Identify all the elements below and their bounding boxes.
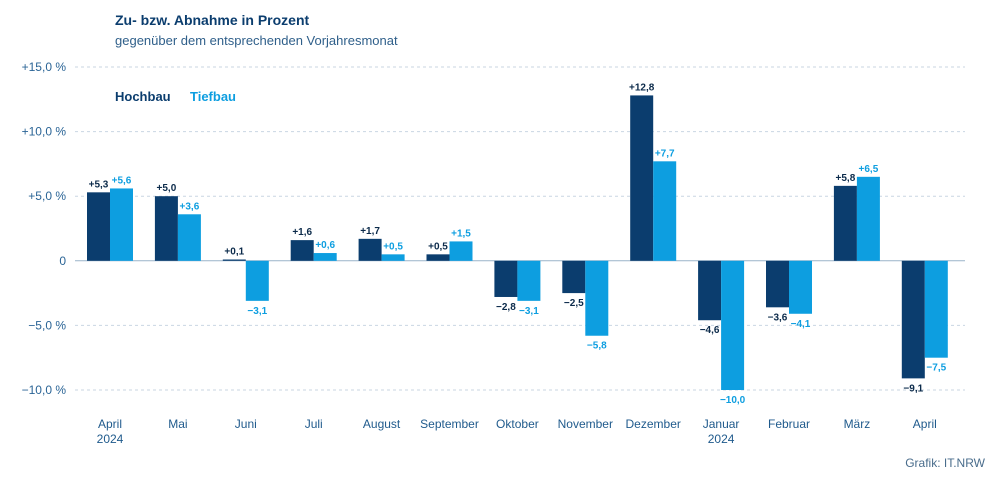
data-label-hochbau: +0,5 [428, 241, 448, 252]
x-category-label: April [98, 417, 122, 431]
data-label-tiefbau: +0,5 [383, 241, 403, 252]
bar-tiefbau [313, 253, 337, 261]
source-credit: Grafik: IT.NRW [905, 456, 985, 470]
x-category-label: 2024 [97, 432, 124, 446]
chart-title: Zu- bzw. Abnahme in Prozent [115, 12, 310, 28]
x-category-label: Juli [305, 417, 323, 431]
data-label-hochbau: +0,1 [224, 247, 244, 258]
x-category-label: Dezember [626, 417, 681, 431]
x-category-label: Februar [768, 417, 810, 431]
bar-tiefbau [449, 241, 473, 261]
y-tick-label: +10,0 % [22, 125, 67, 139]
data-label-hochbau: +5,3 [89, 179, 109, 190]
bar-hochbau [698, 260, 722, 321]
bar-hochbau [494, 260, 518, 297]
x-category-label: September [420, 417, 479, 431]
data-label-tiefbau: +1,5 [451, 228, 471, 239]
data-label-tiefbau: −3,1 [519, 306, 539, 317]
data-label-tiefbau: +5,6 [112, 175, 132, 186]
bar-hochbau [154, 196, 178, 261]
bar-tiefbau [110, 188, 133, 261]
x-category-label: August [363, 417, 401, 431]
data-label-hochbau: −3,6 [768, 312, 788, 323]
data-label-hochbau: −2,8 [496, 302, 516, 313]
x-category-label: Juni [235, 417, 257, 431]
y-tick-label: +5,0 % [28, 189, 66, 203]
chart-subtitle: gegenüber dem entsprechenden Vorjahresmo… [115, 33, 398, 48]
bar-hochbau [833, 185, 857, 261]
bar-hochbau [87, 192, 110, 261]
bar-hochbau [901, 260, 925, 379]
data-label-tiefbau: −4,1 [791, 319, 811, 330]
bar-hochbau [766, 260, 789, 308]
data-label-tiefbau: +6,5 [859, 164, 879, 175]
x-category-label: Mai [168, 417, 187, 431]
y-tick-label: −10,0 % [22, 383, 67, 397]
x-category-label: Januar [703, 417, 740, 431]
data-label-hochbau: +5,0 [157, 183, 177, 194]
bar-hochbau [290, 240, 314, 261]
bar-tiefbau [721, 260, 745, 390]
data-label-hochbau: +12,8 [629, 82, 655, 93]
data-label-tiefbau: +3,6 [180, 201, 200, 212]
bar-hochbau [358, 238, 382, 261]
x-category-label: November [558, 417, 613, 431]
bar-hochbau [426, 254, 450, 261]
bar-tiefbau [653, 161, 677, 261]
bar-tiefbau [177, 214, 201, 261]
data-label-tiefbau: −10,0 [720, 395, 746, 406]
bar-tiefbau [585, 260, 609, 336]
bar-tiefbau [245, 260, 269, 301]
x-category-label: April [913, 417, 937, 431]
y-tick-label: 0 [59, 254, 66, 268]
data-label-tiefbau: +0,6 [315, 240, 335, 251]
x-category-label: Oktober [496, 417, 539, 431]
data-label-hochbau: +5,8 [836, 173, 856, 184]
data-label-hochbau: +1,7 [360, 226, 380, 237]
bar-hochbau [222, 259, 246, 261]
bar-tiefbau [856, 176, 880, 261]
data-label-hochbau: −2,5 [564, 298, 584, 309]
bar-tiefbau [517, 260, 541, 301]
data-label-hochbau: −9,1 [903, 383, 923, 394]
bar-tiefbau [789, 260, 812, 314]
legend-hochbau: Hochbau [115, 89, 171, 104]
data-label-hochbau: −4,6 [700, 325, 720, 336]
bar-tiefbau [924, 260, 948, 358]
x-category-label: 2024 [708, 432, 735, 446]
data-label-hochbau: +1,6 [292, 227, 312, 238]
data-label-tiefbau: −3,1 [247, 306, 267, 317]
legend-tiefbau: Tiefbau [190, 89, 236, 104]
y-tick-label: +15,0 % [22, 60, 67, 74]
data-label-tiefbau: −5,8 [587, 341, 607, 352]
bar-tiefbau [381, 254, 405, 261]
data-label-tiefbau: +7,7 [655, 148, 675, 159]
data-label-tiefbau: −7,5 [926, 363, 946, 374]
x-category-label: März [844, 417, 871, 431]
bar-hochbau [630, 95, 654, 261]
bar-hochbau [562, 260, 586, 294]
y-tick-label: −5,0 % [28, 318, 66, 332]
